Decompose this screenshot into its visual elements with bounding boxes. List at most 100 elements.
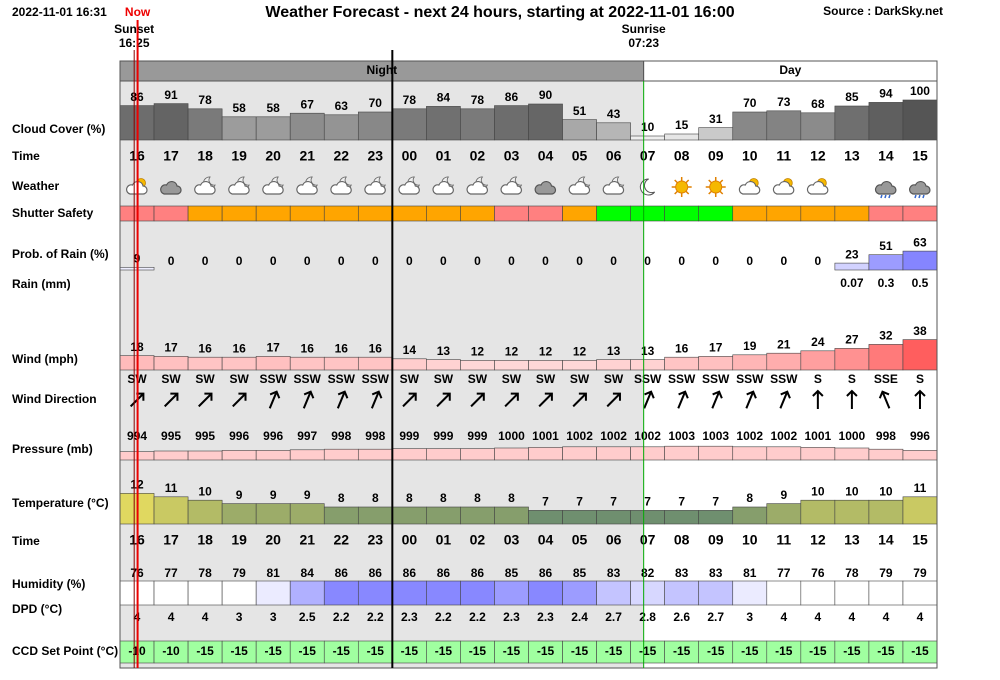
humidity-value: 85 [505, 566, 519, 580]
icon [910, 182, 930, 198]
hour-label: 04 [538, 148, 554, 164]
ccd-value: -15 [741, 644, 759, 658]
ccd-value: -15 [707, 644, 725, 658]
prob_rain-value: 0 [168, 254, 175, 268]
dpd-value: 2.2 [435, 610, 452, 624]
prob_rain-bar [902, 250, 938, 271]
wind-value: 13 [641, 344, 655, 358]
hour-label: 09 [708, 148, 724, 164]
dpd-value: 3 [270, 610, 277, 624]
ccd-value: -15 [605, 644, 623, 658]
pressure-bar [630, 446, 665, 461]
temperature-bar [255, 503, 291, 525]
prob_rain-value: 0 [576, 254, 583, 268]
pressure-bar [834, 447, 870, 461]
wind-direction: SW [502, 372, 522, 386]
shutter-cell [494, 205, 529, 222]
hour-label: 20 [265, 148, 281, 164]
hour-label: 11 [776, 532, 791, 548]
pressure-value: 998 [365, 429, 385, 443]
dpd-value: 3 [236, 610, 243, 624]
prob_rain-value: 0 [372, 254, 379, 268]
pressure-bar [426, 448, 461, 461]
arrow [846, 389, 858, 409]
prob_rain-bar [868, 254, 904, 271]
wind-direction: SSW [736, 372, 764, 386]
wind-bar [221, 356, 257, 371]
cloud_cover-bar [868, 102, 904, 141]
wind-value: 16 [198, 341, 212, 355]
prob_rain-value: 0 [304, 254, 311, 268]
timestamp: 2022-11-01 16:31 [12, 5, 107, 19]
hour-label: 10 [742, 532, 758, 548]
temperature-bar [221, 503, 257, 525]
pressure-bar [698, 445, 734, 461]
rain-value: 0.3 [878, 276, 895, 290]
humidity-value: 86 [335, 566, 349, 580]
humidity-cell [153, 580, 189, 606]
row-label: Time [12, 149, 40, 163]
temperature-bar [289, 503, 325, 525]
humidity-value: 86 [403, 566, 417, 580]
wind-value: 17 [709, 341, 723, 355]
prob_rain-value: 0 [644, 254, 651, 268]
hour-label: 23 [368, 532, 384, 548]
hour-label: 12 [810, 148, 826, 164]
humidity-value: 85 [573, 566, 587, 580]
row-label: Rain (mm) [12, 277, 71, 291]
icon [807, 179, 827, 195]
temperature-bar [528, 510, 563, 525]
ccd-value: -15 [775, 644, 793, 658]
cloud_cover-bar [732, 111, 768, 141]
cloud_cover-bar [630, 135, 665, 141]
wind-value: 17 [267, 341, 281, 355]
hour-label: 02 [470, 148, 486, 164]
wind-bar [664, 356, 700, 371]
humidity-cell [732, 580, 768, 606]
wind-arrow [914, 389, 926, 409]
pressure-value: 996 [229, 429, 249, 443]
hour-label: 22 [333, 148, 349, 164]
cloud_cover-bar [596, 122, 631, 141]
wind-direction: SSW [294, 372, 322, 386]
cloud_cover-bar [460, 108, 495, 141]
wind-direction: SSW [328, 372, 356, 386]
row-label: Pressure (mb) [12, 442, 93, 456]
temperature-value: 8 [508, 491, 515, 505]
row-label: Temperature (°C) [12, 496, 109, 510]
pressure-value: 1002 [566, 429, 593, 443]
temperature-bar [187, 499, 223, 525]
pressure-bar [357, 448, 393, 461]
temperature-value: 10 [845, 484, 859, 498]
rain-value: 0.5 [912, 276, 929, 290]
wind-value: 13 [607, 344, 621, 358]
humidity-cell [698, 580, 734, 606]
wind-bar [596, 359, 631, 371]
cloud_cover-value: 78 [403, 93, 417, 107]
pressure-value: 1003 [668, 429, 695, 443]
pressure-bar [153, 450, 189, 461]
wind-bar [834, 348, 870, 371]
wind-arrow [436, 392, 451, 408]
pressure-value: 999 [399, 429, 419, 443]
prob_rain-value: 0 [202, 254, 209, 268]
day-label: Day [779, 63, 801, 77]
wind-bar [153, 356, 189, 371]
humidity-value: 79 [232, 566, 246, 580]
wind-bar [732, 354, 768, 371]
pressure-bar [323, 448, 359, 461]
temperature-value: 8 [474, 491, 481, 505]
wind-value: 12 [471, 345, 485, 359]
humidity-cell [664, 580, 700, 606]
wind-bar [528, 360, 563, 371]
humidity-value: 81 [267, 566, 281, 580]
pressure-bar [596, 446, 631, 461]
cloud_cover-value: 70 [743, 96, 757, 110]
dpd-value: 2.3 [537, 610, 554, 624]
row-labels: Cloud Cover (%) Time Weather Shutter Saf… [12, 122, 118, 658]
temperature-bar [868, 499, 904, 525]
shutter-cell [766, 205, 802, 222]
humidity-cell [494, 580, 529, 606]
temperature-bar [630, 510, 665, 525]
hour-label: 00 [402, 148, 418, 164]
